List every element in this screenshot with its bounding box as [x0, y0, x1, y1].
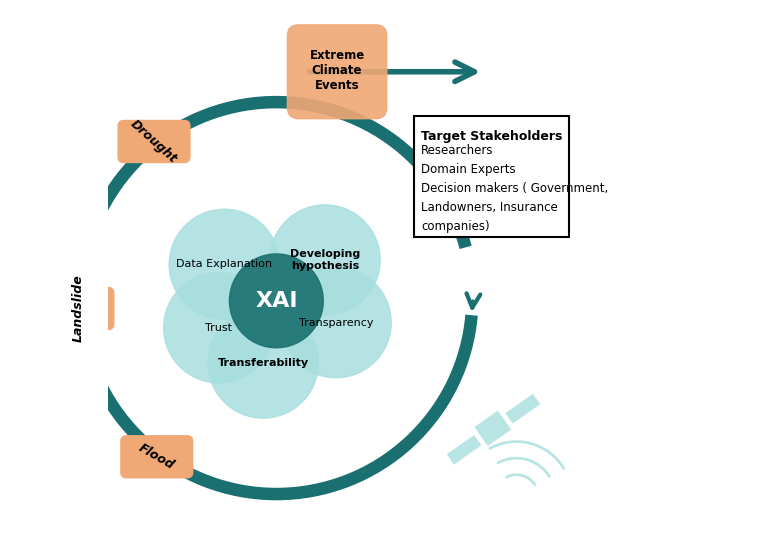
Circle shape	[208, 307, 319, 418]
Circle shape	[169, 209, 280, 320]
Circle shape	[270, 205, 380, 315]
Text: Developing
hypothesis: Developing hypothesis	[290, 250, 360, 271]
FancyBboxPatch shape	[118, 120, 190, 162]
Text: Researchers
Domain Experts
Decision makers ( Government,
Landowners, Insurance
c: Researchers Domain Experts Decision make…	[421, 144, 608, 232]
Text: Extreme
Climate
Events: Extreme Climate Events	[310, 49, 365, 92]
Text: Transferability: Transferability	[217, 358, 309, 368]
FancyBboxPatch shape	[474, 410, 512, 447]
Text: Target Stakeholders: Target Stakeholders	[421, 130, 562, 143]
FancyBboxPatch shape	[415, 116, 569, 237]
Text: Drought: Drought	[128, 117, 180, 166]
FancyBboxPatch shape	[505, 394, 541, 424]
Text: Landslide: Landslide	[71, 274, 84, 342]
Text: Trust: Trust	[205, 323, 233, 333]
FancyBboxPatch shape	[121, 436, 193, 478]
Text: Data Explanation: Data Explanation	[177, 259, 273, 269]
FancyBboxPatch shape	[42, 288, 114, 330]
Circle shape	[164, 273, 274, 383]
FancyBboxPatch shape	[287, 25, 387, 119]
Text: Transparency: Transparency	[299, 317, 373, 327]
FancyBboxPatch shape	[446, 434, 482, 465]
Circle shape	[281, 267, 391, 378]
Circle shape	[230, 254, 323, 348]
Text: XAI: XAI	[255, 291, 298, 311]
Text: Flood: Flood	[137, 442, 177, 472]
